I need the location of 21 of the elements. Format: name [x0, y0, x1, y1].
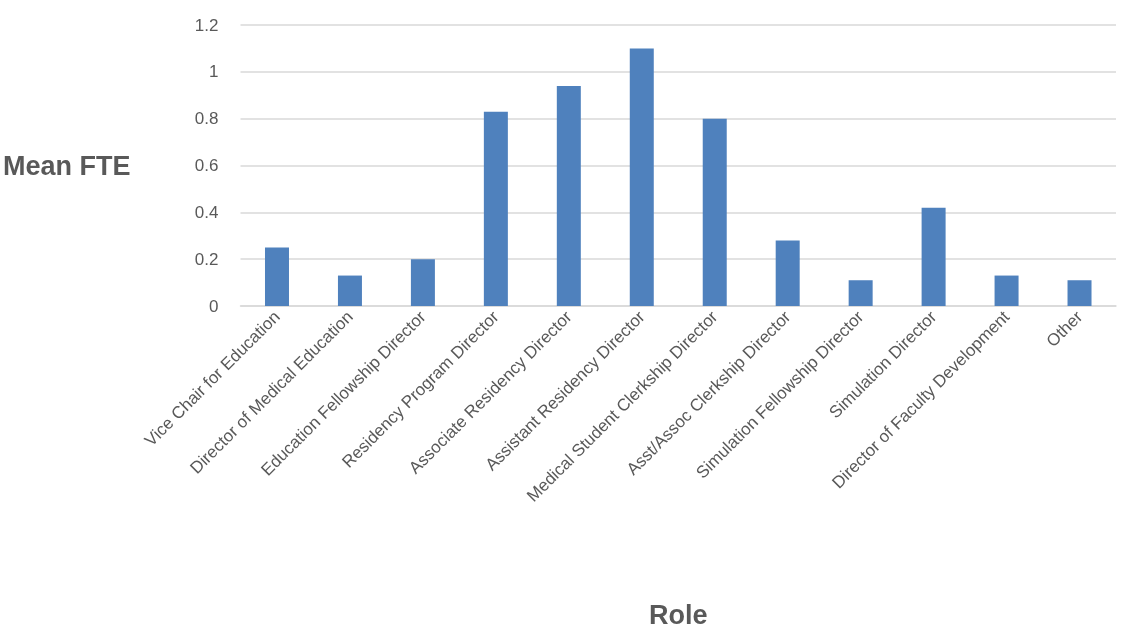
bar	[775, 240, 800, 306]
y-axis-title: Mean FTE	[3, 150, 131, 181]
bar	[337, 275, 362, 306]
bar	[921, 207, 946, 306]
bar	[994, 275, 1019, 306]
x-axis-title: Role	[649, 599, 708, 629]
y-tick-label: 0.6	[194, 156, 219, 175]
y-tick-label: 0	[209, 296, 219, 316]
bar	[1067, 280, 1092, 306]
y-tick-label: 0.4	[194, 202, 219, 222]
bar	[264, 247, 289, 306]
y-tick-label: 0.2	[194, 249, 219, 269]
bar	[410, 259, 435, 306]
bar	[702, 118, 727, 306]
y-tick-label: 1.2	[194, 15, 219, 35]
bar	[848, 280, 873, 306]
y-tick-label: 1	[209, 62, 219, 82]
bar	[556, 85, 581, 306]
bar	[629, 48, 654, 306]
y-tick-label: 0.8	[194, 109, 219, 129]
bar	[483, 111, 508, 306]
